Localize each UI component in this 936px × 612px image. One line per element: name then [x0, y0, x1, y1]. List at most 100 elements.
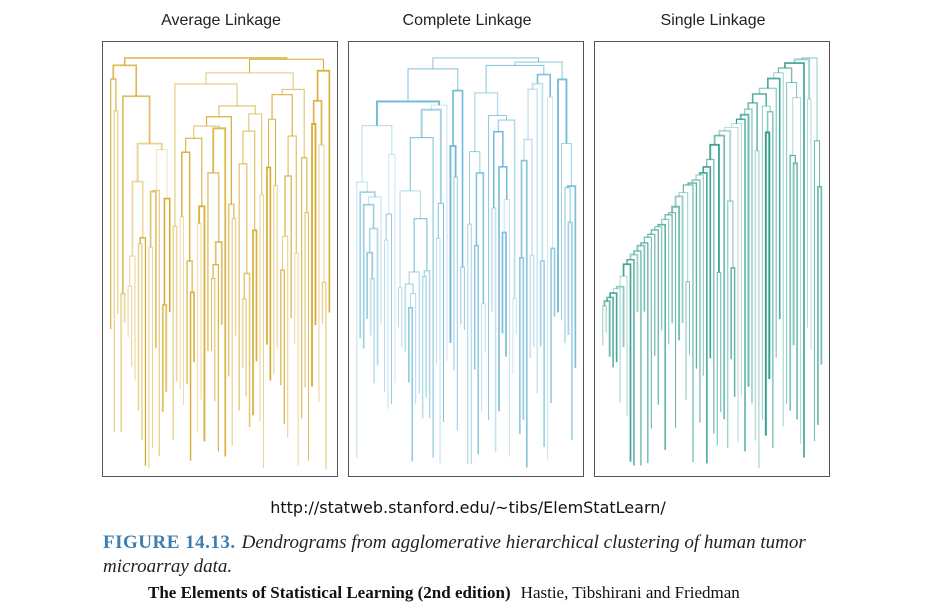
dendrogram-link	[404, 283, 414, 352]
dendrogram-link	[136, 142, 163, 182]
dendrogram-link	[786, 82, 798, 404]
dendrogram-complete-svg	[356, 57, 577, 468]
dendrogram-link	[359, 191, 376, 339]
dendrogram-link	[436, 238, 441, 464]
dendrogram-link	[687, 182, 698, 369]
dendrogram-link	[210, 278, 216, 402]
dendrogram-link	[437, 202, 444, 422]
dendrogram-link	[231, 218, 237, 446]
dendrogram-link	[531, 82, 544, 262]
dendrogram-link	[567, 221, 573, 440]
dendrogram-link	[399, 190, 422, 288]
dendrogram-link	[421, 275, 427, 419]
dendrogram-link	[460, 266, 465, 330]
dendrogram-link	[259, 194, 264, 468]
dendrogram-link	[449, 144, 457, 343]
dendrogram-link	[709, 143, 720, 273]
dendrogram-link	[241, 298, 247, 397]
dendrogram-link	[181, 151, 191, 262]
dendrogram-link	[198, 205, 206, 442]
dendrogram-link	[520, 159, 528, 468]
dendrogram-link	[754, 150, 760, 469]
dendrogram-link	[388, 154, 396, 383]
dendrogram-link	[773, 72, 784, 427]
dendrogram-link	[123, 57, 288, 66]
dendrogram-link	[407, 68, 459, 102]
dendrogram-link	[816, 185, 823, 425]
dendrogram-link	[467, 223, 472, 465]
dendrogram-link	[430, 104, 448, 362]
source-url[interactable]: http://statweb.stanford.edu/~tibs/ElemSt…	[270, 498, 666, 517]
dendrogram-link	[185, 137, 203, 207]
panel-title-average: Average Linkage	[161, 12, 281, 29]
dendrogram-link	[410, 293, 417, 405]
dendrogram-link	[161, 304, 168, 412]
dendrogram-link	[369, 278, 375, 384]
dendrogram-link	[730, 267, 736, 397]
dendrogram-link	[366, 251, 374, 319]
dendrogram-link	[674, 195, 684, 324]
dendrogram-complete	[348, 41, 584, 477]
dendrogram-link	[413, 218, 428, 273]
dendrogram-link	[120, 292, 126, 432]
dendrogram-link	[152, 189, 160, 457]
dendrogram-link	[361, 125, 393, 183]
dendrogram-link	[615, 285, 625, 348]
dendrogram-link	[179, 216, 185, 406]
book-footer: The Elements of Statistical Learning (2n…	[148, 583, 928, 603]
figure-label: FIGURE 14.13.	[103, 532, 236, 553]
dendrogram-branches	[602, 57, 823, 469]
dendrogram-link	[242, 130, 256, 231]
panel-title-complete: Complete Linkage	[402, 12, 532, 29]
dendrogram-link	[423, 269, 431, 418]
dendrogram-link	[139, 237, 147, 466]
dendrogram-branches	[110, 57, 331, 469]
dendrogram-link	[702, 166, 712, 359]
dendrogram-link	[481, 303, 486, 412]
dendrogram-link	[356, 181, 369, 459]
dendrogram-link	[384, 239, 389, 409]
dendrogram-link	[539, 260, 545, 448]
dendrogram-link	[186, 260, 194, 385]
dendrogram-link	[718, 129, 732, 202]
dendrogram-link	[503, 199, 510, 457]
dendrogram-link	[529, 254, 535, 359]
dendrogram-link	[243, 272, 251, 428]
dendrogram-link	[420, 108, 442, 204]
dendrogram-link	[560, 142, 572, 321]
dendrogram-link	[713, 134, 726, 420]
dendrogram-link	[137, 242, 143, 441]
dendrogram-link	[281, 88, 305, 158]
dendrogram-link	[212, 264, 219, 452]
dendrogram-link	[294, 252, 299, 466]
dendrogram-link	[469, 151, 481, 225]
dendrogram-link	[407, 306, 414, 462]
dendrogram-link	[311, 123, 317, 387]
dendrogram-link	[726, 200, 734, 449]
dendrogram-link	[626, 259, 635, 466]
dendrogram-link	[647, 233, 656, 356]
dendrogram-link	[318, 144, 325, 402]
dendrogram-branches	[356, 57, 577, 468]
dendrogram-link	[751, 93, 768, 107]
dendrogram-link	[550, 247, 556, 404]
dendrogram-link	[281, 235, 289, 438]
book-authors: Hastie, Tibshirani and Friedman	[520, 583, 740, 602]
dendrogram-link	[196, 222, 202, 433]
dendrogram-link	[172, 225, 178, 440]
book-title: The Elements of Statistical Learning (2n…	[148, 583, 511, 602]
dendrogram-link	[801, 57, 818, 141]
dendrogram-link	[603, 300, 611, 357]
dendrogram-link	[764, 131, 771, 436]
dendrogram-link	[793, 58, 811, 100]
dendrogram-link	[527, 88, 538, 394]
dendrogram-link	[149, 190, 157, 349]
dendrogram-link	[316, 69, 331, 313]
dendrogram-link	[557, 78, 568, 313]
dendrogram-link	[518, 257, 525, 435]
dendrogram-link	[266, 166, 272, 381]
dendrogram-link	[806, 98, 812, 350]
dendrogram-link	[375, 100, 441, 126]
dendrogram-link	[491, 207, 497, 452]
dendrogram-link	[685, 281, 690, 400]
